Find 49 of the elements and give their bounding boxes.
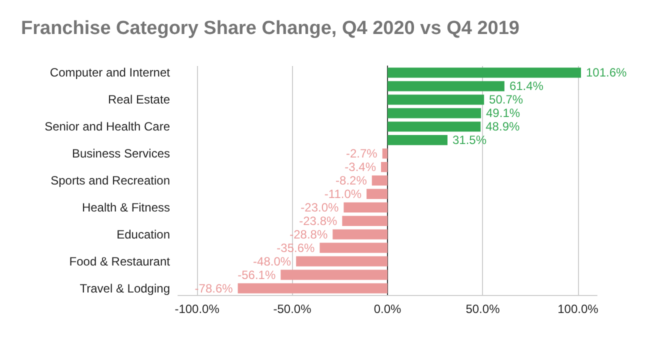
x-tick-label: -50.0% [273,302,312,316]
bar [372,175,388,186]
x-tick-label: -100.0% [174,302,220,316]
bar [366,188,388,200]
data-label: 50.7% [489,92,524,107]
data-label: -28.8% [290,227,328,242]
data-label: -78.6% [194,281,234,296]
data-label: -35.6% [276,240,316,255]
data-label: -8.2% [336,174,368,188]
bar [280,270,388,280]
bar [344,202,388,212]
data-label: 101.6% [586,66,628,80]
x-tick-label: 0.0% [374,302,402,316]
bar [296,256,388,266]
y-tick-label: Education [116,227,170,242]
y-tick-label: Computer and Internet [50,66,171,80]
bar [388,135,448,146]
data-label: -56.1% [238,268,276,282]
y-tick-label: Senior and Health Care [44,120,170,134]
bar [342,216,388,226]
y-tick-label: Real Estate [108,92,170,107]
bar [388,81,504,92]
data-label: 31.5% [452,133,487,148]
bar [320,242,388,253]
y-tick-label: Food & Restaurant [69,254,171,268]
x-tick-label: 100.0% [558,302,599,316]
bar [388,94,484,105]
y-tick-label: Sports and Recreation [50,174,170,188]
bar [332,229,388,240]
bar [382,148,388,159]
x-tick-label: 50.0% [466,302,500,316]
bar [388,68,581,78]
y-tick-label: Health & Fitness [82,200,170,214]
chart-title: Franchise Category Share Change, Q4 2020 vs Q4 2019 [21,18,520,39]
data-label: 49.1% [486,106,520,120]
data-label: -48.0% [253,254,292,268]
data-label: -23.8% [299,214,338,228]
bar [388,122,481,132]
y-tick-label: Business Services [72,146,170,161]
data-label: 61.4% [509,79,544,94]
data-label: -2.7% [346,146,378,161]
data-label: -23.0% [300,200,340,214]
y-tick-label: Travel & Lodging [80,281,170,296]
bar [238,283,388,294]
bar [388,108,482,118]
data-label: 48.9% [486,120,520,134]
data-label: -3.4% [344,160,376,174]
bar [381,162,388,172]
data-label: -11.0% [324,186,362,201]
